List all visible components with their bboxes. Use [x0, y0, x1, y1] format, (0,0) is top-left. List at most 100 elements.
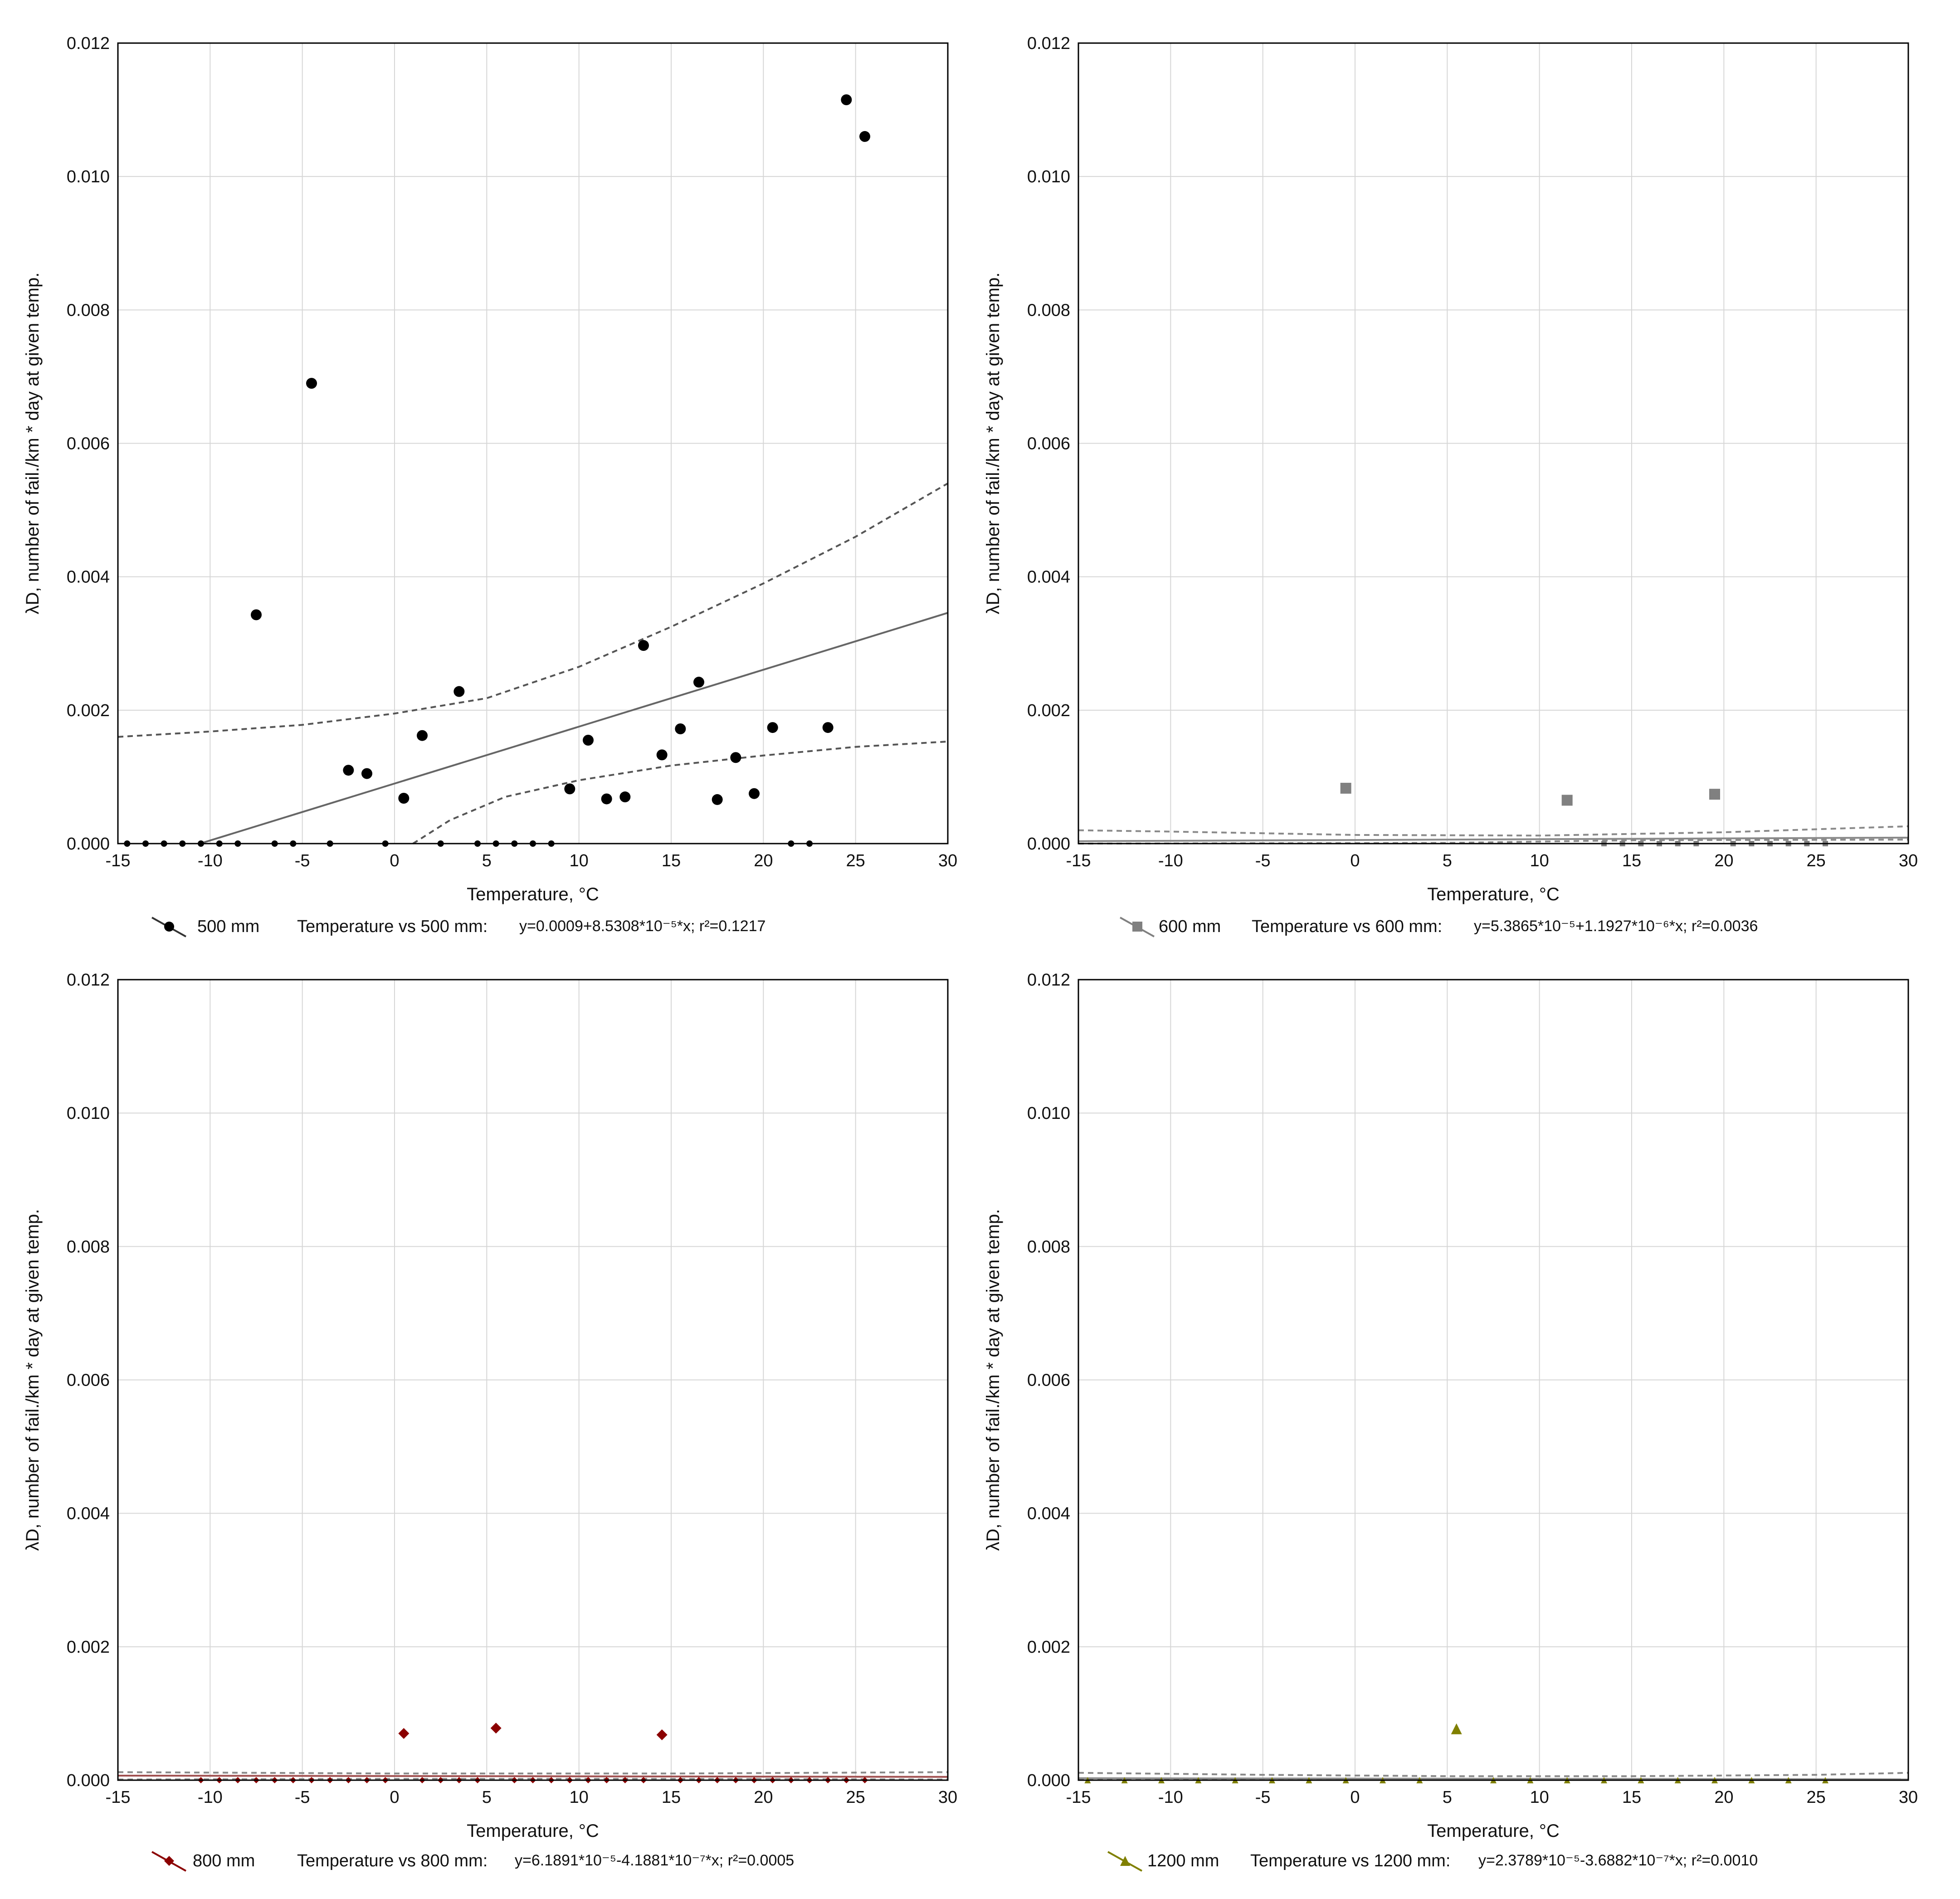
x-tick-label: 15	[1622, 851, 1641, 870]
legend: 1200 mm Temperature vs 1200 mm: y=2.3789*1…	[1107, 1851, 1758, 1872]
data-point	[1451, 1723, 1462, 1734]
x-axis-title: Temperature, °C	[1427, 1821, 1560, 1841]
data-point	[712, 794, 723, 805]
y-axis-title: λD, number of fail./km * day at given te…	[23, 1209, 43, 1551]
y-tick-label: 0.006	[67, 1371, 110, 1390]
x-tick-label: 5	[482, 1788, 492, 1807]
y-tick-label: 0.006	[67, 434, 110, 454]
legend: 800 mm Temperature vs 800 mm: y=6.1891*10⁻…	[151, 1851, 794, 1872]
y-tick-label: 0.010	[1027, 1104, 1070, 1123]
data-point	[453, 686, 465, 697]
plot-frame	[117, 42, 949, 845]
data-point	[601, 793, 612, 805]
legend: 500 mm Temperature vs 500 mm: y=0.0009+8.5…	[151, 917, 765, 937]
confidence-upper-line	[117, 483, 949, 738]
legend-series-label: 600 mm	[1159, 917, 1221, 936]
data-point	[398, 792, 410, 804]
x-tick-label: 30	[1899, 851, 1918, 870]
y-tick-label: 0.008	[1027, 301, 1070, 320]
x-tick-label: -5	[295, 1788, 310, 1807]
y-tick-label: 0.002	[1027, 701, 1070, 720]
legend-series-label: 500 mm	[197, 917, 259, 936]
chart-panel-500-mm: -15 -10 -5 0 5 10 15 20 25 30 0.000 0.002 0.004 0.006…	[23, 34, 957, 937]
data-point	[564, 783, 575, 795]
y-axis-title: λD, number of fail./km * day at given te…	[23, 273, 43, 615]
plot-frame	[1078, 979, 1909, 1781]
x-tick-label: -10	[198, 851, 223, 870]
data-point	[1340, 782, 1351, 794]
legend-fit-label: Temperature vs 800 mm:	[297, 1851, 488, 1870]
y-tick-label: 0.010	[67, 1104, 110, 1123]
x-tick-label: 5	[482, 851, 492, 870]
regression-line	[117, 1774, 948, 1778]
data-point	[767, 722, 778, 733]
data-point	[1709, 789, 1720, 800]
x-axis-title: Temperature, °C	[467, 1821, 599, 1841]
data-point	[583, 735, 594, 746]
data-point	[749, 788, 760, 799]
legend-series-label: 800 mm	[193, 1851, 255, 1870]
y-tick-label: 0.012	[67, 34, 110, 53]
data-point	[251, 609, 262, 620]
x-tick-label: 10	[570, 1788, 589, 1807]
y-tick-label: 0.004	[67, 568, 110, 587]
y-tick-label: 0.002	[67, 1638, 110, 1657]
y-tick-label: 0.004	[1027, 568, 1070, 587]
x-tick-label: -10	[1158, 1788, 1183, 1807]
x-tick-label: -15	[106, 1788, 131, 1807]
x-tick-label: -10	[1158, 851, 1183, 870]
y-tick-label: 0.002	[1027, 1638, 1070, 1657]
data-point	[638, 640, 649, 651]
data-point	[417, 730, 428, 741]
y-tick-label: 0.012	[1027, 34, 1070, 53]
y-tick-label: 0.008	[67, 301, 110, 320]
y-tick-label: 0.000	[67, 1771, 110, 1790]
confidence-lower-line	[412, 741, 948, 845]
y-tick-label: 0.000	[67, 835, 110, 854]
legend: 600 mm Temperature vs 600 mm: y=5.3865*10⁻…	[1120, 917, 1758, 937]
regression-line	[200, 612, 948, 845]
legend-marker-icon	[164, 922, 174, 932]
y-axis-title: λD, number of fail./km * day at given te…	[983, 1209, 1003, 1551]
x-tick-label: 20	[1714, 851, 1733, 870]
data-point	[306, 378, 317, 389]
x-tick-label: 20	[1714, 1788, 1733, 1807]
data-point	[841, 94, 852, 106]
legend-marker-icon	[164, 1856, 174, 1866]
y-tick-label: 0.006	[1027, 434, 1070, 454]
x-tick-label: -15	[1066, 851, 1091, 870]
x-tick-label: 15	[1622, 1788, 1641, 1807]
x-tick-label: 0	[390, 851, 399, 870]
legend-fit-label: Temperature vs 600 mm:	[1252, 917, 1442, 936]
x-tick-label: -5	[1255, 1788, 1271, 1807]
plot-frame	[1078, 42, 1909, 845]
data-point	[490, 1723, 502, 1734]
x-tick-label: -5	[295, 851, 310, 870]
legend-equation: y=0.0009+8.5308*10⁻⁵*x; r²=0.1217	[519, 918, 765, 935]
x-tick-label: 25	[1807, 1788, 1826, 1807]
legend-marker-icon	[1120, 1856, 1130, 1866]
confidence-upper-line	[1078, 1772, 1909, 1777]
plot-frame	[117, 979, 949, 1781]
x-tick-label: 0	[1350, 1788, 1360, 1807]
y-tick-label: 0.000	[1027, 1771, 1070, 1790]
x-tick-label: 20	[754, 851, 773, 870]
data-point	[361, 768, 372, 779]
regression-line	[1078, 836, 1909, 842]
data-point	[656, 749, 668, 761]
x-tick-label: 0	[1350, 851, 1360, 870]
data-point	[619, 791, 631, 803]
x-tick-label: 10	[1530, 851, 1549, 870]
chart-panel-600-mm: -15 -10 -5 0 5 10 15 20 25 30 0.000 0.002 0.004 0.006…	[983, 34, 1918, 937]
y-tick-label: 0.004	[1027, 1504, 1070, 1523]
legend-equation: y=2.3789*10⁻⁵-3.6882*10⁻⁷*x; r²=0.0010	[1478, 1852, 1758, 1869]
data-point	[343, 765, 354, 776]
x-tick-label: -15	[106, 851, 131, 870]
y-tick-label: 0.008	[1027, 1237, 1070, 1256]
y-tick-label: 0.010	[67, 167, 110, 186]
x-tick-label: 15	[662, 1788, 681, 1807]
y-tick-label: 0.012	[1027, 971, 1070, 990]
legend-equation: y=5.3865*10⁻⁵+1.1927*10⁻⁶*x; r²=0.0036	[1474, 918, 1758, 935]
legend-equation: y=6.1891*10⁻⁵-4.1881*10⁻⁷*x; r²=0.0005	[515, 1852, 794, 1869]
